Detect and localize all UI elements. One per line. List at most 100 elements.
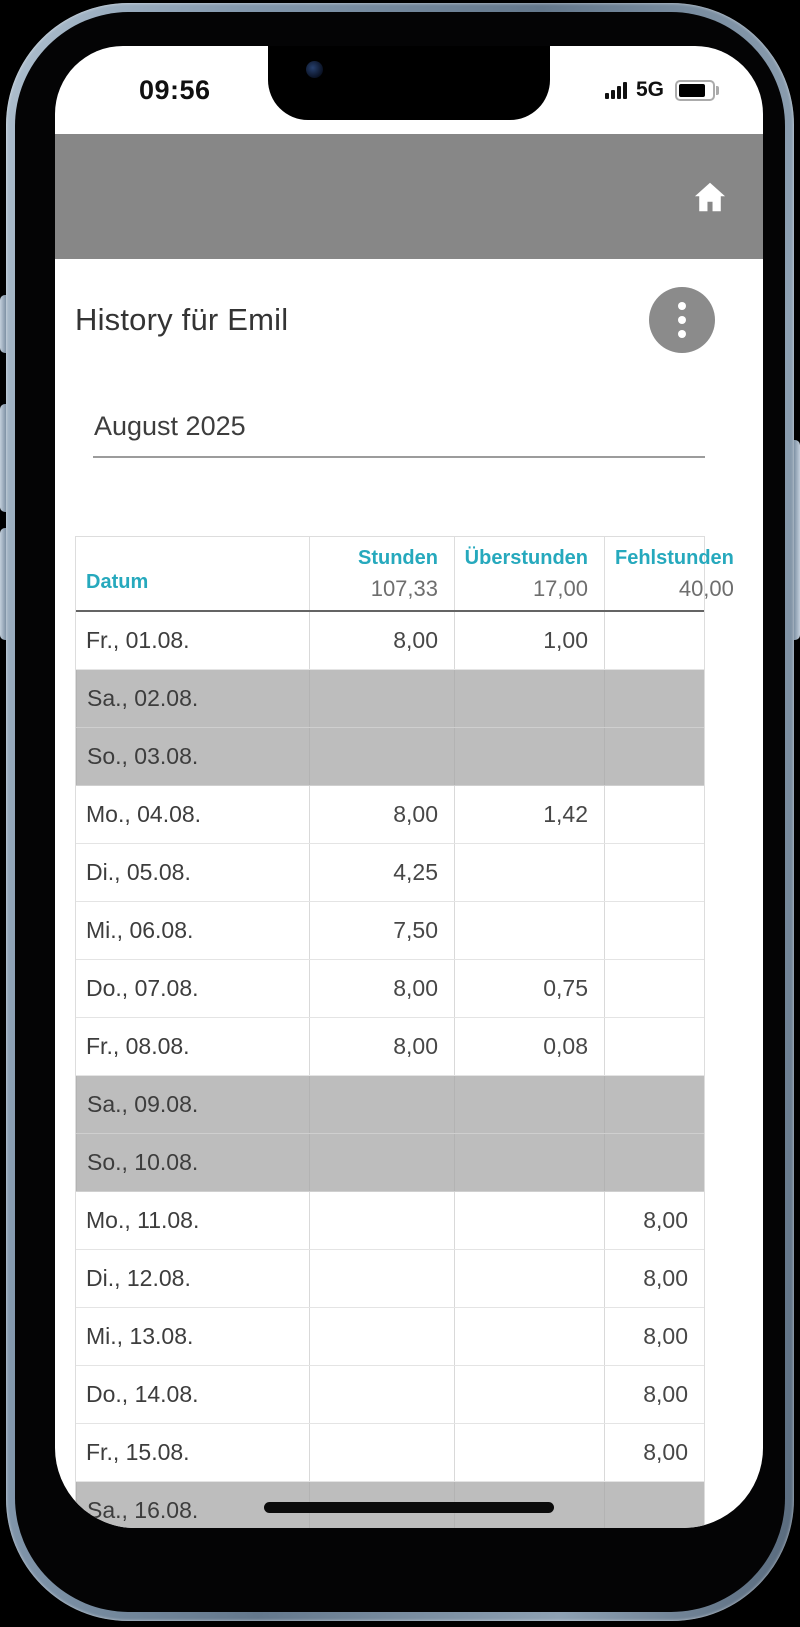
table-row[interactable]: Di., 12.08. 8,00 (76, 1250, 704, 1308)
power-button[interactable] (789, 440, 800, 640)
cell-date: Do., 07.08. (86, 975, 199, 1001)
cell-stunden: 8,00 (309, 960, 454, 1017)
cell-date: Sa., 09.08. (76, 1076, 309, 1133)
table-row[interactable]: Fr., 01.08. 8,00 1,00 (76, 612, 704, 670)
cell-date: Di., 12.08. (86, 1265, 191, 1291)
table-header: Datum Stunden 107,33 Überstunden 17,00 F… (76, 537, 734, 612)
table-row[interactable]: Sa., 02.08. (76, 670, 704, 728)
page-title: History für Emil (75, 302, 289, 337)
volume-down-button[interactable] (0, 528, 11, 640)
mute-switch[interactable] (0, 295, 11, 353)
cell-date: So., 03.08. (76, 728, 309, 785)
cell-fehlstunden: 8,00 (604, 1424, 704, 1481)
table-row[interactable]: Do., 14.08. 8,00 (76, 1366, 704, 1424)
cell-ueberstunden (454, 1424, 604, 1481)
table-body: Fr., 01.08. 8,00 1,00 Sa., 02.08. So., 03.08… (76, 612, 704, 1528)
cell-date: Mi., 06.08. (86, 917, 194, 943)
cell-date: So., 10.08. (76, 1134, 309, 1191)
table-row[interactable]: So., 10.08. (76, 1134, 704, 1192)
table-row[interactable]: Mi., 06.08. 7,50 (76, 902, 704, 960)
cell-fehlstunden: 8,00 (604, 1366, 704, 1423)
kebab-menu-button[interactable] (649, 287, 715, 353)
cell-stunden: 7,50 (309, 902, 454, 959)
table-row[interactable]: Do., 07.08. 8,00 0,75 (76, 960, 704, 1018)
table-row[interactable]: Mi., 13.08. 8,00 (76, 1308, 704, 1366)
app-bar (55, 134, 763, 259)
screen: 09:56 5G History für Emil (55, 46, 763, 1528)
cell-stunden (309, 1076, 454, 1133)
cell-ueberstunden (454, 670, 604, 727)
table-row[interactable]: Mo., 04.08. 8,00 1,42 (76, 786, 704, 844)
cell-date: Sa., 02.08. (76, 670, 309, 727)
phone-bezel: 09:56 5G History für Emil (15, 12, 785, 1612)
cell-fehlstunden (604, 670, 704, 727)
cell-date: Mo., 04.08. (86, 801, 202, 827)
status-bar: 09:56 5G (55, 46, 763, 134)
cell-stunden: 8,00 (309, 786, 454, 843)
cell-ueberstunden: 1,00 (454, 612, 604, 669)
cell-stunden: 8,00 (309, 612, 454, 669)
column-header-datum: Datum (86, 571, 149, 593)
cell-date: Fr., 08.08. (86, 1033, 190, 1059)
home-icon (694, 182, 726, 211)
cell-stunden (309, 728, 454, 785)
cell-stunden (309, 1366, 454, 1423)
signal-strength-icon (604, 81, 627, 99)
clock-text: 09:56 (139, 74, 211, 105)
table-row[interactable]: Mo., 11.08. 8,00 (76, 1192, 704, 1250)
cell-fehlstunden (604, 902, 704, 959)
column-total: 107,33 (370, 576, 438, 601)
cell-fehlstunden (604, 728, 704, 785)
kebab-menu-icon (678, 302, 686, 310)
cell-date: Do., 14.08. (86, 1381, 199, 1407)
cell-fehlstunden (604, 786, 704, 843)
table-row[interactable]: Di., 05.08. 4,25 (76, 844, 704, 902)
history-table: Datum Stunden 107,33 Überstunden 17,00 F… (75, 536, 734, 1528)
content: History für Emil August 2025 Datum Stund… (55, 287, 763, 1528)
cell-fehlstunden (604, 1482, 704, 1528)
cell-ueberstunden (454, 1076, 604, 1133)
cell-stunden: 8,00 (309, 1018, 454, 1075)
cell-fehlstunden: 8,00 (604, 1192, 704, 1249)
cell-date: Mo., 11.08. (86, 1207, 200, 1233)
cell-ueberstunden (454, 902, 604, 959)
cell-ueberstunden (454, 1250, 604, 1307)
table-row[interactable]: Fr., 15.08. 8,00 (76, 1424, 704, 1482)
cell-date: Fr., 15.08. (86, 1439, 190, 1465)
cell-ueberstunden (454, 1308, 604, 1365)
notch (268, 46, 550, 120)
battery-icon (675, 79, 719, 101)
cell-date: Di., 05.08. (86, 859, 191, 885)
table-row[interactable]: Fr., 08.08. 8,00 0,08 (76, 1018, 704, 1076)
cell-ueberstunden (454, 1192, 604, 1249)
cell-stunden (309, 670, 454, 727)
cell-date: Mi., 13.08. (86, 1323, 194, 1349)
cell-stunden (309, 1192, 454, 1249)
home-indicator-bar[interactable] (264, 1502, 554, 1513)
home-button[interactable] (687, 174, 733, 220)
cell-fehlstunden (604, 1018, 704, 1075)
cell-stunden (309, 1424, 454, 1481)
front-camera-icon (306, 61, 323, 78)
column-total: 40,00 (678, 576, 734, 601)
cell-date: Fr., 01.08. (86, 627, 190, 653)
cell-ueberstunden: 0,75 (454, 960, 604, 1017)
table-row[interactable]: Sa., 09.08. (76, 1076, 704, 1134)
table-row[interactable]: So., 03.08. (76, 728, 704, 786)
cell-fehlstunden (604, 844, 704, 901)
cell-ueberstunden (454, 844, 604, 901)
cell-ueberstunden: 1,42 (454, 786, 604, 843)
cell-fehlstunden: 8,00 (604, 1250, 704, 1307)
column-header-stunden: Stunden 107,33 (309, 537, 454, 610)
cell-ueberstunden (454, 1366, 604, 1423)
cell-ueberstunden: 0,08 (454, 1018, 604, 1075)
cell-ueberstunden (454, 728, 604, 785)
cell-stunden (309, 1308, 454, 1365)
phone-frame: 09:56 5G History für Emil (6, 3, 794, 1621)
cell-fehlstunden: 8,00 (604, 1308, 704, 1365)
cell-fehlstunden (604, 960, 704, 1017)
network-type-label: 5G (635, 78, 664, 101)
month-select-field[interactable]: August 2025 (93, 411, 705, 458)
volume-up-button[interactable] (0, 404, 11, 512)
cell-stunden (309, 1134, 454, 1191)
